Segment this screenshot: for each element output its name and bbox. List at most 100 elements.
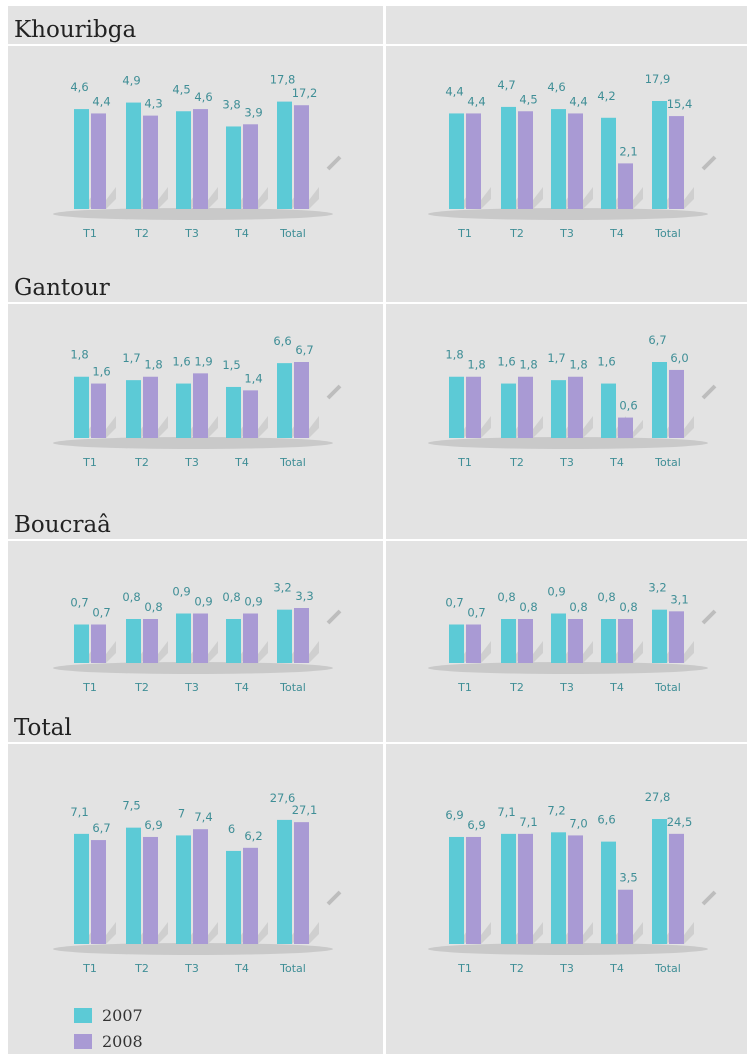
bar-2007-t3	[176, 835, 191, 944]
bar-2007-t4	[601, 383, 616, 438]
bar-shadow	[258, 187, 268, 209]
bar-shadow	[309, 416, 319, 438]
bar-2008-total	[294, 822, 309, 944]
bar-value-label: 3,1	[670, 592, 688, 606]
bar-shadow	[533, 416, 543, 438]
legend-label-2007: 2007	[102, 1005, 143, 1025]
bar-2008-total	[669, 116, 684, 209]
bar-value-label: 17,2	[292, 86, 318, 100]
bar-2007-total	[652, 609, 667, 663]
bar-value-label: 4,5	[172, 82, 190, 96]
decor-streak	[326, 384, 342, 400]
bar-value-label: 6,9	[144, 818, 162, 832]
x-tick-label-t1: T1	[82, 681, 97, 694]
bar-chart-total-right: 6,9 6,9 T1 7,1 7,1 T2 7,2 7,0 T3 6,6 3,5 T4 27,8 24,5…	[428, 790, 717, 975]
x-tick-label-t4: T4	[609, 681, 624, 694]
bar-2008-t4	[618, 889, 633, 944]
bar-2008-total	[669, 833, 684, 944]
bar-chart-boucra-left: 0,7 0,7 T1 0,8 0,8 T2 0,9 0,9 T3 0,8 0,9 T4 3,2 3,3 To…	[53, 581, 342, 694]
bar-value-label: 27,1	[292, 803, 318, 817]
bar-2007-t2	[501, 619, 516, 663]
bar-value-label: 4,6	[70, 80, 88, 94]
bar-value-label: 0,8	[497, 590, 515, 604]
chart-floor	[53, 943, 333, 955]
bar-value-label: 4,6	[547, 80, 565, 94]
bar-shadow	[309, 187, 319, 209]
bar-value-label: 0,8	[619, 600, 637, 614]
bar-value-label: 6	[228, 822, 235, 836]
x-tick-label-t2: T2	[509, 962, 524, 975]
column-divider	[383, 6, 386, 1054]
bar-value-label: 4,4	[467, 94, 485, 108]
bar-2007-t4	[601, 619, 616, 663]
bar-value-label: 3,3	[295, 589, 313, 603]
bar-2008-t3	[193, 613, 208, 663]
bar-value-label: 7,2	[547, 803, 565, 817]
bar-value-label: 4,4	[569, 94, 587, 108]
bar-2008-total	[294, 608, 309, 663]
bar-2007-t1	[449, 113, 464, 209]
bar-value-label: 1,6	[597, 355, 615, 369]
bar-value-label: 24,5	[667, 815, 693, 829]
bar-value-label: 0,9	[194, 595, 212, 609]
bar-value-label: 3,9	[244, 105, 262, 119]
bar-2008-t3	[568, 113, 583, 209]
x-tick-label-total: Total	[654, 227, 681, 240]
bar-value-label: 1,8	[445, 348, 463, 362]
chart-floor	[428, 662, 708, 674]
bar-value-label: 0,7	[445, 596, 463, 610]
bar-value-label: 6,7	[92, 821, 110, 835]
section-divider	[8, 302, 747, 304]
section-title-total: Total	[14, 715, 72, 741]
bar-2008-t2	[143, 619, 158, 663]
bar-2008-t2	[143, 115, 158, 209]
bar-2007-t1	[449, 624, 464, 663]
chart-floor	[53, 662, 333, 674]
bar-shadow	[684, 641, 694, 663]
legend-swatch-2008	[74, 1033, 92, 1049]
bar-value-label: 1,6	[497, 355, 515, 369]
bar-shadow	[309, 922, 319, 944]
x-tick-label-total: Total	[279, 227, 306, 240]
section-divider	[8, 44, 747, 46]
bar-2007-t1	[74, 624, 89, 663]
chart-floor	[428, 943, 708, 955]
bar-2008-t1	[91, 113, 106, 209]
decor-streak	[701, 384, 717, 400]
x-tick-label-total: Total	[279, 681, 306, 694]
bar-2008-t2	[518, 376, 533, 438]
x-tick-label-t1: T1	[457, 456, 472, 469]
bar-value-label: 0,6	[619, 399, 637, 413]
bar-value-label: 1,7	[122, 351, 140, 365]
x-tick-label-t2: T2	[134, 456, 149, 469]
bar-shadow	[583, 922, 593, 944]
x-tick-label-total: Total	[279, 962, 306, 975]
bar-value-label: 7,5	[122, 799, 140, 813]
bar-shadow	[481, 922, 491, 944]
bar-value-label: 4,4	[92, 94, 110, 108]
bar-value-label: 6,6	[273, 334, 291, 348]
bar-2007-total	[652, 362, 667, 438]
bar-2007-t1	[74, 833, 89, 944]
decor-streak	[326, 890, 342, 906]
bar-2007-t3	[551, 380, 566, 438]
bar-2008-t4	[243, 613, 258, 663]
x-tick-label-t4: T4	[234, 681, 249, 694]
bar-shadow	[583, 416, 593, 438]
x-tick-label-t2: T2	[134, 227, 149, 240]
bar-2008-t1	[91, 840, 106, 944]
bar-2008-t4	[618, 619, 633, 663]
chart-floor	[53, 437, 333, 449]
bar-value-label: 17,9	[645, 72, 671, 86]
bar-shadow	[684, 187, 694, 209]
bar-2008-t4	[243, 390, 258, 438]
bar-shadow	[208, 922, 218, 944]
bar-value-label: 4,4	[445, 84, 463, 98]
x-tick-label-t4: T4	[609, 962, 624, 975]
bar-2008-t1	[466, 113, 481, 209]
bar-value-label: 6,9	[445, 808, 463, 822]
bar-value-label: 3,2	[273, 581, 291, 595]
legend-item-2007: 2007	[74, 1002, 143, 1028]
bar-2007-total	[652, 101, 667, 209]
bar-value-label: 2,1	[619, 144, 637, 158]
